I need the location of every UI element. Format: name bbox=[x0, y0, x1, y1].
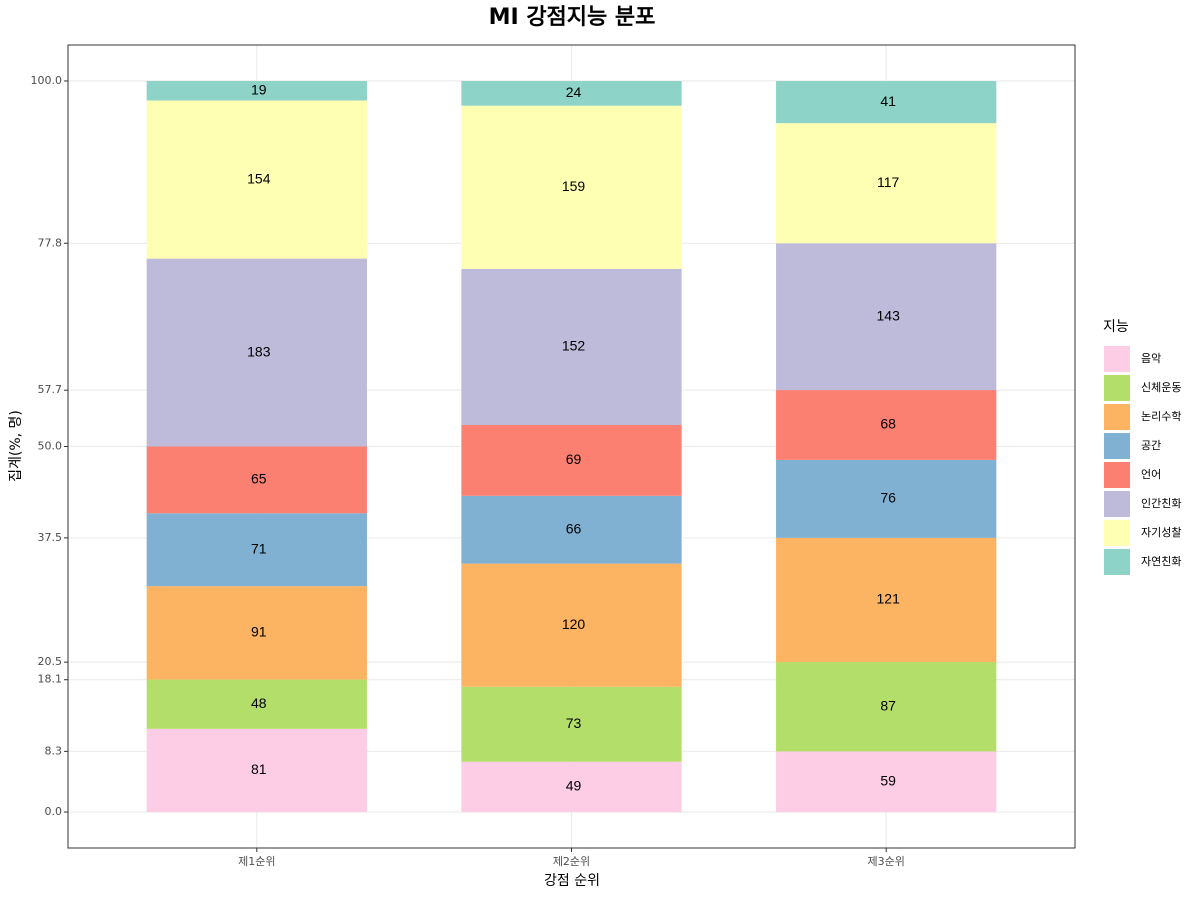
y-tick-label: 18.1 bbox=[38, 673, 63, 686]
data-label: 65 bbox=[251, 471, 267, 487]
bar-segment bbox=[776, 123, 997, 244]
legend-key bbox=[1104, 346, 1130, 372]
data-label: 69 bbox=[566, 451, 582, 467]
data-label: 91 bbox=[251, 624, 267, 640]
legend-label: 음악 bbox=[1141, 352, 1161, 365]
bar-segment bbox=[776, 751, 997, 813]
y-tick-label: 50.0 bbox=[38, 440, 63, 453]
y-tick-label: 20.5 bbox=[38, 655, 63, 668]
data-label: 66 bbox=[566, 520, 582, 536]
y-tick-label: 100.0 bbox=[31, 74, 63, 87]
legend-key bbox=[1104, 375, 1130, 401]
bar-segment bbox=[461, 81, 682, 106]
x-tick-label: 제1순위 bbox=[238, 855, 275, 868]
legend-key bbox=[1104, 462, 1130, 488]
bar-segment bbox=[146, 679, 367, 729]
data-label: 183 bbox=[247, 343, 271, 359]
data-label: 59 bbox=[880, 772, 896, 788]
data-label: 120 bbox=[562, 616, 586, 632]
bar-segment bbox=[461, 761, 682, 813]
bar-segment bbox=[461, 563, 682, 687]
data-label: 154 bbox=[247, 170, 271, 186]
legend-label: 공간 bbox=[1141, 439, 1161, 452]
data-label: 68 bbox=[880, 416, 896, 432]
data-label: 159 bbox=[562, 178, 586, 194]
data-label: 152 bbox=[562, 338, 586, 354]
bar-segment bbox=[461, 425, 682, 496]
bar-segment bbox=[776, 459, 997, 538]
y-tick-label: 0.0 bbox=[45, 805, 63, 818]
data-label: 87 bbox=[880, 697, 896, 713]
x-axis-title: 강점 순위 bbox=[544, 873, 600, 889]
bar-segment bbox=[776, 81, 997, 124]
legend-label: 논리수학 bbox=[1141, 410, 1181, 423]
bar-segment bbox=[461, 495, 682, 564]
bar-segment bbox=[461, 268, 682, 426]
legend-label: 인간친화 bbox=[1141, 497, 1181, 510]
bar-segment bbox=[146, 100, 367, 259]
bar-segment bbox=[146, 446, 367, 514]
legend-label: 신체운동 bbox=[1141, 381, 1181, 394]
data-label: 19 bbox=[251, 81, 267, 97]
legend-key bbox=[1104, 549, 1130, 575]
bar-segment bbox=[146, 513, 367, 587]
bar-segment bbox=[146, 728, 367, 813]
bar-segment bbox=[776, 390, 997, 460]
legend-label: 언어 bbox=[1141, 468, 1161, 481]
bar-segment bbox=[146, 258, 367, 447]
legend-label: 자기성찰 bbox=[1141, 526, 1181, 539]
y-tick-label: 8.3 bbox=[45, 744, 63, 757]
data-label: 76 bbox=[880, 490, 896, 506]
data-label: 41 bbox=[880, 93, 896, 109]
y-tick-label: 57.7 bbox=[38, 383, 63, 396]
y-tick-label: 77.8 bbox=[38, 236, 63, 249]
data-label: 143 bbox=[877, 307, 901, 323]
plot-border bbox=[67, 44, 1076, 849]
bar-segment bbox=[776, 243, 997, 391]
bar-segment bbox=[776, 662, 997, 752]
bar-segment bbox=[461, 105, 682, 269]
legend-key bbox=[1104, 433, 1130, 459]
legend-label: 자연친화 bbox=[1141, 555, 1181, 568]
data-label: 24 bbox=[566, 84, 582, 100]
data-label: 49 bbox=[566, 778, 582, 794]
x-tick-label: 제3순위 bbox=[868, 855, 905, 868]
data-label: 121 bbox=[877, 591, 901, 607]
y-tick-label: 37.5 bbox=[38, 531, 63, 544]
data-label: 48 bbox=[251, 695, 267, 711]
data-label: 117 bbox=[877, 174, 900, 190]
bar-segment bbox=[146, 586, 367, 680]
legend-key bbox=[1104, 404, 1130, 430]
y-axis-title: 집계(%, 명) bbox=[8, 410, 24, 482]
legend-key bbox=[1104, 520, 1130, 546]
data-label: 71 bbox=[251, 540, 267, 556]
data-label: 81 bbox=[251, 761, 267, 777]
chart-title: MI 강점지능 분포 bbox=[489, 5, 656, 30]
legend-title: 지능 bbox=[1103, 319, 1129, 335]
bar-segment bbox=[461, 686, 682, 762]
data-label: 73 bbox=[566, 715, 582, 731]
legend-key bbox=[1104, 491, 1130, 517]
bar-segment bbox=[146, 80, 367, 101]
x-tick-label: 제2순위 bbox=[553, 855, 590, 868]
bar-segment bbox=[776, 537, 997, 663]
